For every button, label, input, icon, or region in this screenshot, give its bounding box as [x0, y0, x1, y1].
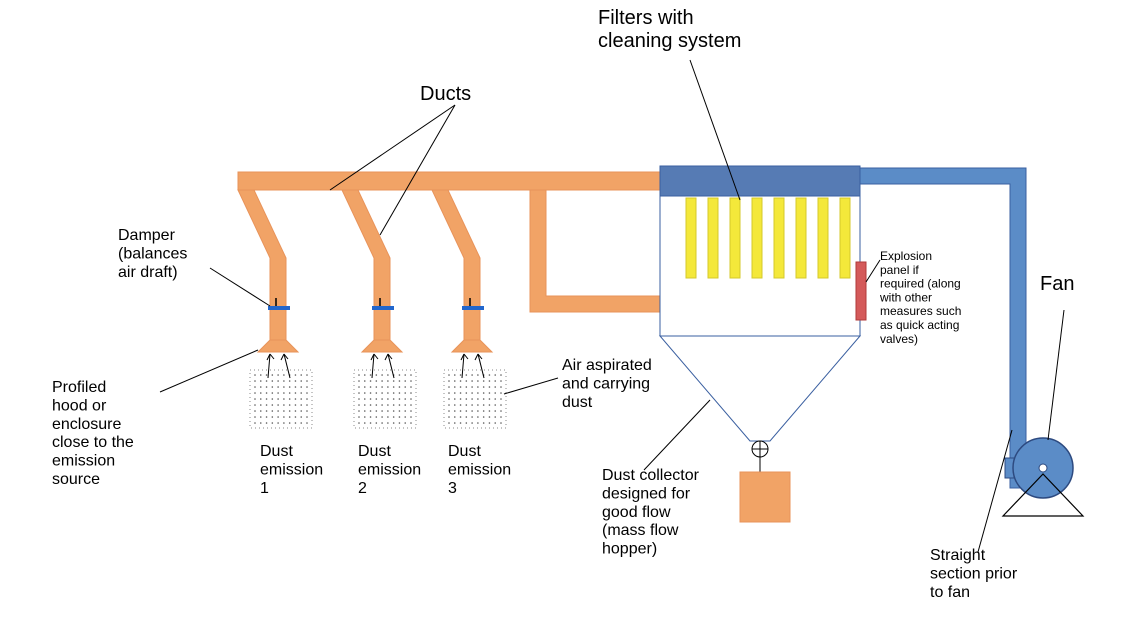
dust-box-1: [250, 354, 312, 428]
hopper-discharge-box: [740, 472, 790, 522]
filter-bag: [730, 198, 740, 278]
duct-to-collector: [530, 190, 661, 312]
hood-2: [362, 340, 402, 352]
straight-label: Straightsection priorto fan: [930, 547, 1018, 601]
duct-drop-2: [342, 190, 390, 340]
filter-bag: [818, 198, 828, 278]
hopper: [660, 336, 860, 441]
leader-line: [644, 400, 710, 470]
dust-collection-diagram: Filters withcleaning system Ducts Damper(b…: [0, 0, 1129, 628]
dust3-label: Dustemission3: [448, 443, 511, 497]
duct-drop-3: [432, 190, 480, 340]
hood-label: Profiledhood orenclosureclose to theemis…: [52, 379, 134, 488]
dust2-label: Dustemission2: [358, 443, 421, 497]
damper-label: Damper(balancesair draft): [118, 227, 187, 281]
leader-line: [866, 260, 880, 282]
filter-bag: [796, 198, 806, 278]
duct-network: [238, 172, 661, 352]
explosion-panel: [856, 262, 866, 320]
leader-line: [1048, 310, 1064, 440]
ducts-label: Ducts: [420, 83, 471, 105]
leader-line: [504, 378, 558, 394]
dust-box-3: [444, 354, 506, 428]
collector-header: [660, 166, 860, 196]
damper-plate: [268, 306, 290, 310]
fan-label: Fan: [1040, 273, 1074, 295]
leader-line: [160, 350, 258, 392]
leader-line: [210, 268, 270, 306]
hood-3: [452, 340, 492, 352]
dust1-label: Dustemission1: [260, 443, 323, 497]
damper-plate: [372, 306, 394, 310]
filter-bag: [752, 198, 762, 278]
rotary-valve-icon: [752, 441, 768, 472]
duct-trunk: [238, 172, 660, 190]
filter-bag: [686, 198, 696, 278]
fan-hub: [1039, 464, 1047, 472]
filters-label: Filters withcleaning system: [598, 7, 741, 52]
damper-plate: [462, 306, 484, 310]
filter-bag: [708, 198, 718, 278]
duct-drop-1: [238, 190, 286, 340]
filter-bag: [840, 198, 850, 278]
dust-box-2: [354, 354, 416, 428]
explosion-label: Explosionpanel ifrequired (alongwith oth…: [879, 249, 961, 346]
filter-bag: [774, 198, 784, 278]
collector-label: Dust collectordesigned forgood flow(mass…: [602, 467, 700, 558]
dust-emission-sources: [250, 354, 506, 428]
hood-1: [258, 340, 298, 352]
air-label: Air aspiratedand carryingdust: [562, 357, 652, 411]
leader-line: [978, 430, 1012, 552]
